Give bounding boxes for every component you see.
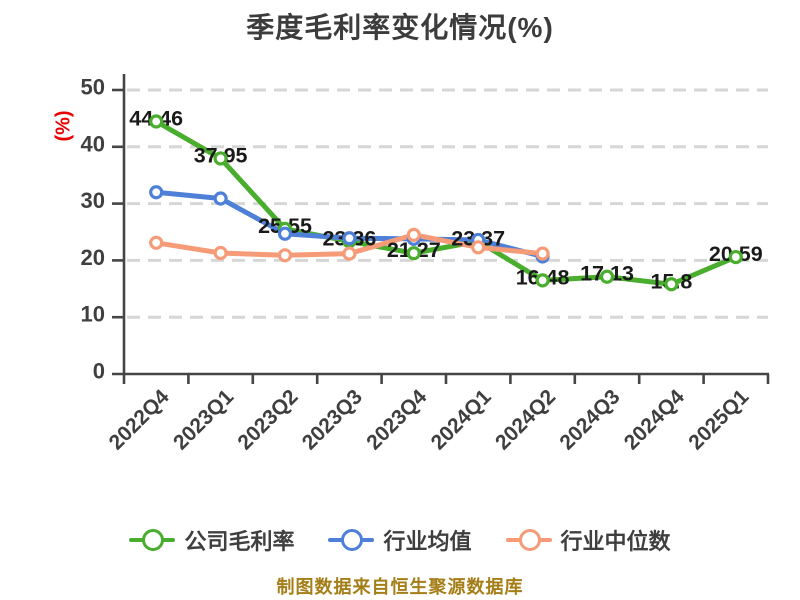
data-point-company-gross-margin bbox=[664, 277, 679, 292]
legend-item-industry-median[interactable]: 行业中位数 bbox=[505, 524, 671, 556]
y-tick-label: 30 bbox=[81, 188, 105, 213]
data-point-company-gross-margin bbox=[599, 269, 615, 284]
y-tick-label: 20 bbox=[81, 245, 105, 270]
data-point-industry-median bbox=[471, 240, 486, 255]
legend-item-company-gross-margin[interactable]: 公司毛利率 bbox=[129, 524, 294, 556]
y-axis-unit-label: (%) bbox=[52, 110, 75, 142]
series-line-company-gross-margin bbox=[153, 118, 739, 287]
x-tick-label: 2023Q2 bbox=[233, 385, 302, 454]
data-point-industry-average bbox=[342, 231, 357, 246]
data-point-industry-median bbox=[342, 246, 357, 261]
x-tick-label: 2022Q4 bbox=[105, 385, 174, 454]
data-point-company-gross-margin bbox=[406, 246, 421, 261]
data-point-company-gross-margin bbox=[213, 151, 228, 166]
data-point-industry-average bbox=[213, 191, 228, 206]
data-point-industry-average bbox=[277, 226, 293, 241]
data-source-caption: 制图数据来自恒生聚源数据库 bbox=[276, 577, 524, 597]
legend-circle-icon bbox=[518, 529, 541, 551]
legend-marker-industry-average bbox=[328, 528, 375, 552]
x-tick-label: 2023Q1 bbox=[169, 385, 238, 454]
data-point-industry-median bbox=[149, 235, 164, 250]
legend-circle-icon bbox=[142, 529, 165, 551]
x-tick-label: 2025Q1 bbox=[684, 385, 753, 454]
x-tick-label: 2024Q1 bbox=[427, 385, 496, 454]
data-point-industry-median bbox=[277, 248, 293, 263]
x-tick-label: 2024Q2 bbox=[491, 385, 560, 454]
y-tick-label: 0 bbox=[93, 359, 105, 384]
x-tick-label: 2024Q3 bbox=[555, 385, 624, 454]
legend-marker-company-gross-margin bbox=[129, 528, 176, 552]
legend-label-industry-median: 行业中位数 bbox=[560, 529, 671, 554]
legend-marker-industry-median bbox=[505, 528, 552, 552]
data-point-company-gross-margin bbox=[149, 114, 164, 129]
legend-label-company-gross-margin: 公司毛利率 bbox=[184, 529, 295, 554]
legend-label-industry-average: 行业均值 bbox=[383, 529, 472, 554]
x-tick-label: 2023Q4 bbox=[362, 385, 431, 454]
x-tick-label: 2023Q3 bbox=[298, 385, 367, 454]
y-tick-label: 40 bbox=[81, 131, 105, 156]
y-tick-label: 10 bbox=[81, 302, 105, 327]
y-tick-label: 50 bbox=[81, 75, 105, 100]
data-point-industry-median bbox=[406, 227, 421, 242]
x-tick-label: 2024Q4 bbox=[620, 385, 689, 454]
legend-circle-icon bbox=[341, 529, 364, 551]
data-point-company-gross-margin bbox=[728, 249, 743, 265]
legend-item-industry-average[interactable]: 行业均值 bbox=[328, 524, 472, 556]
data-point-industry-average bbox=[149, 185, 164, 200]
chart-legend: 公司毛利率 行业均值 行业中位数 bbox=[0, 521, 800, 559]
chart-title: 季度毛利率变化情况(%) bbox=[246, 12, 554, 43]
data-point-industry-median bbox=[213, 245, 228, 261]
data-point-industry-median bbox=[535, 246, 550, 261]
data-point-company-gross-margin bbox=[535, 273, 550, 288]
line-chart-plot-area: 0 10 20 30 40 50 2022Q42023Q12023Q22023Q32023Q… bbox=[81, 74, 770, 454]
